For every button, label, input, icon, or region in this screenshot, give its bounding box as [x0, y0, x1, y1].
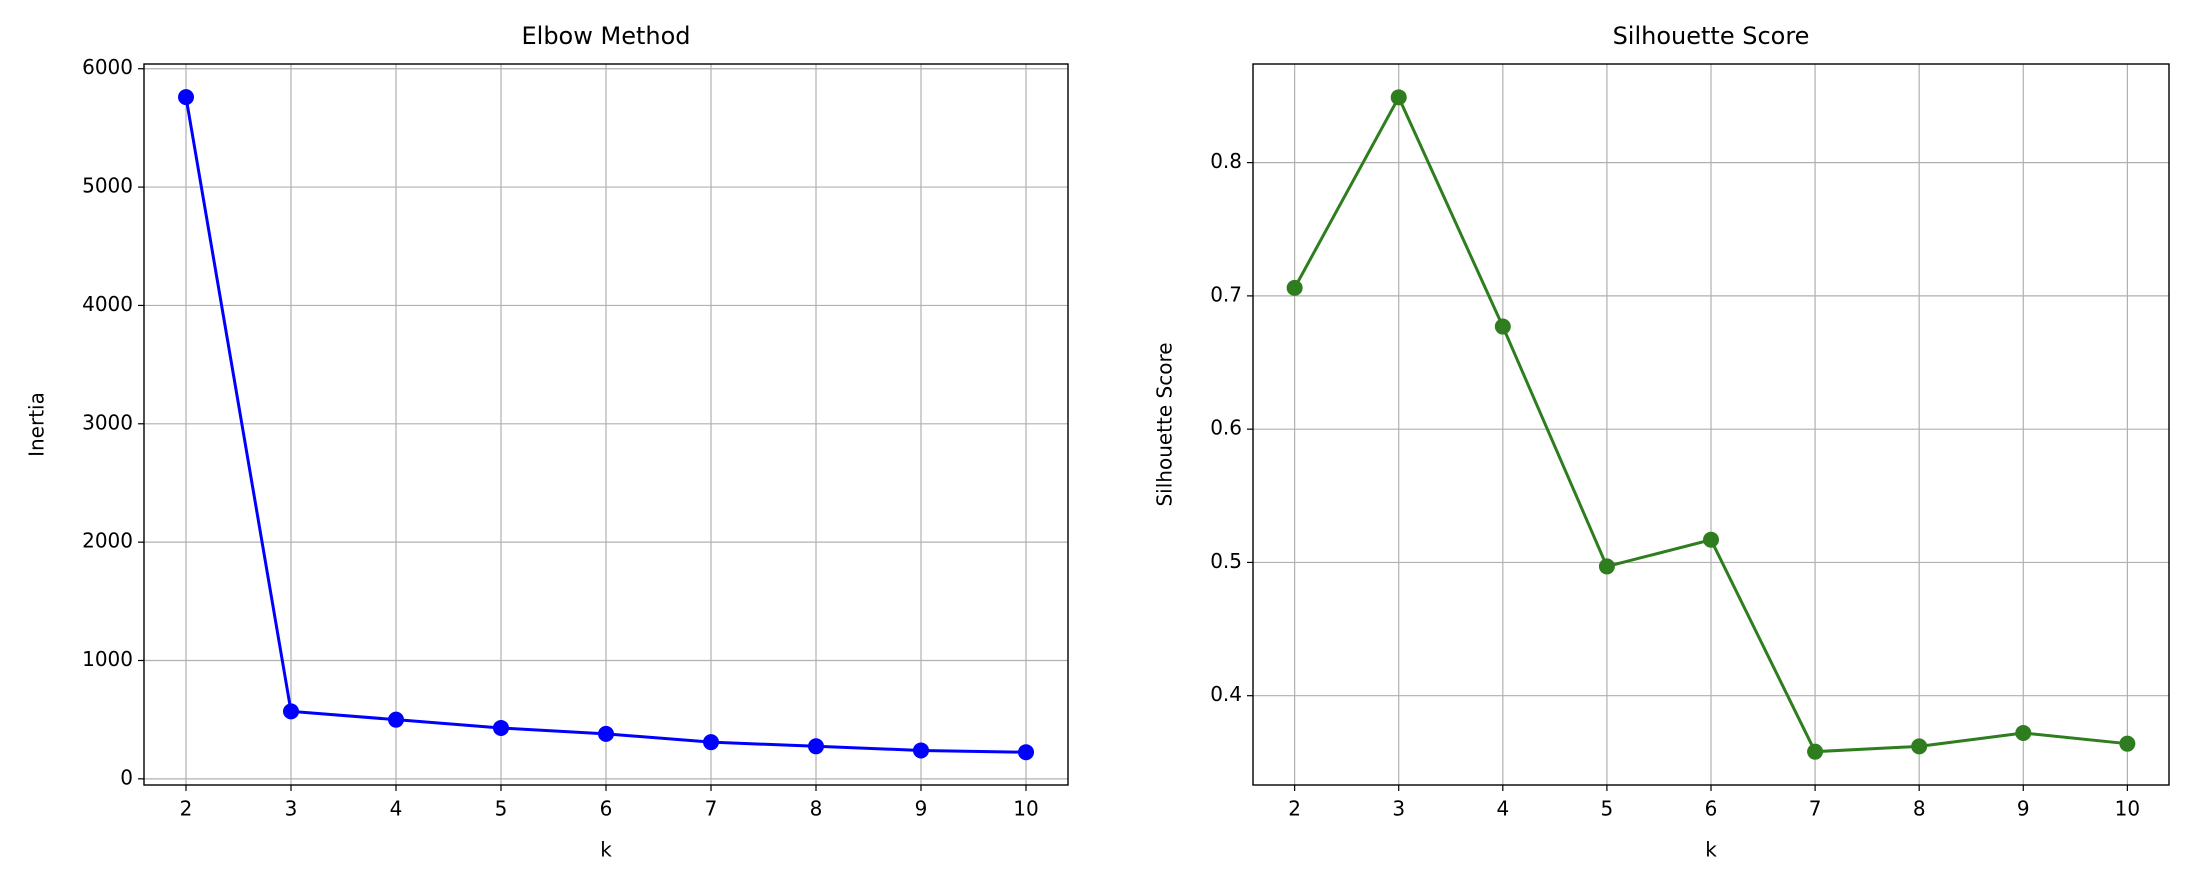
data-point	[1390, 89, 1407, 106]
y-tick-label: 0	[120, 765, 133, 789]
data-point	[2015, 725, 2032, 742]
data-point	[703, 734, 719, 751]
x-tick-label: 8	[810, 797, 823, 821]
data-point	[1286, 279, 1303, 296]
data-point	[1018, 744, 1034, 761]
y-tick-label: 0.4	[1210, 682, 1242, 706]
x-tick-label: 7	[1809, 797, 1822, 821]
x-tick-label: 4	[390, 797, 403, 821]
x-tick-label: 6	[600, 797, 613, 821]
data-point	[493, 719, 509, 736]
x-tick-label: 9	[915, 797, 928, 821]
x-tick-label: 4	[1496, 797, 1509, 821]
x-tick-label: 10	[2115, 797, 2140, 821]
axes-frame	[143, 63, 1069, 786]
x-tick-label: 6	[1705, 797, 1718, 821]
x-tick-label: 7	[705, 797, 718, 821]
data-point	[808, 738, 824, 755]
data-point	[283, 703, 299, 720]
data-point	[2119, 735, 2136, 752]
x-tick-label: 2	[180, 797, 193, 821]
data-point	[1598, 558, 1615, 575]
data-point	[178, 89, 194, 106]
chart-title: Silhouette Score	[1613, 22, 1810, 50]
data-point	[388, 711, 404, 728]
y-tick-label: 0.7	[1210, 282, 1242, 306]
y-tick-label: 6000	[82, 55, 133, 79]
y-tick-label: 5000	[82, 174, 133, 198]
data-point	[1494, 318, 1511, 335]
y-tick-label: 2000	[82, 529, 133, 553]
data-point	[1703, 531, 1719, 548]
y-axis-label: Silhouette Score	[1153, 342, 1177, 506]
axes-frame	[1252, 63, 2170, 786]
x-tick-label: 3	[1392, 797, 1405, 821]
y-tick-label: 0.8	[1210, 149, 1242, 173]
y-tick-label: 0.5	[1210, 549, 1242, 573]
x-tick-label: 5	[495, 797, 508, 821]
x-tick-label: 9	[2017, 797, 2030, 821]
x-axis-label: k	[1705, 838, 1717, 862]
data-point	[1807, 743, 1824, 760]
data-point	[913, 742, 929, 759]
chart-title: Elbow Method	[521, 22, 690, 50]
x-tick-label: 2	[1288, 797, 1301, 821]
x-tick-label: 8	[1913, 797, 1926, 821]
x-tick-label: 10	[1013, 797, 1038, 821]
x-tick-label: 5	[1601, 797, 1614, 821]
y-tick-label: 1000	[82, 647, 133, 671]
y-tick-label: 3000	[82, 410, 133, 434]
data-point	[598, 725, 614, 742]
y-tick-label: 0.6	[1210, 416, 1242, 440]
data-point	[1911, 738, 1928, 755]
x-tick-label: 3	[285, 797, 298, 821]
y-tick-label: 4000	[82, 292, 133, 316]
y-axis-label: Inertia	[25, 392, 49, 457]
x-axis-label: k	[600, 838, 612, 862]
